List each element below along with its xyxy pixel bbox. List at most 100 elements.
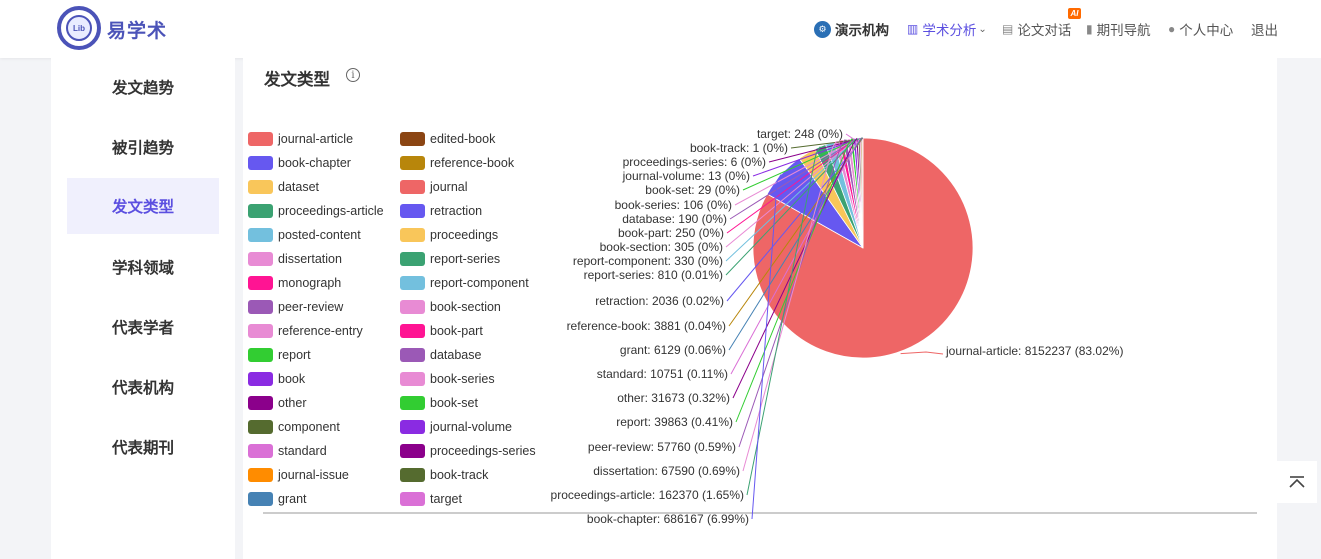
sidebar-item-representative-journals[interactable]: 代表期刊 [111, 440, 174, 457]
legend-item-journal[interactable]: journal [400, 179, 468, 195]
legend-item-book-chapter[interactable]: book-chapter [248, 155, 351, 171]
legend-item-journal-issue[interactable]: journal-issue [248, 467, 349, 483]
legend-swatch [400, 180, 425, 194]
nav-personal-center[interactable]: ● 个人中心 [1168, 0, 1233, 58]
legend-label: reference-book [430, 156, 515, 170]
legend-item-book-set[interactable]: book-set [400, 395, 478, 411]
legend-item-monograph[interactable]: monograph [248, 275, 341, 291]
legend-item-report-series[interactable]: report-series [400, 251, 500, 267]
legend-item-component[interactable]: component [248, 419, 340, 435]
sidebar-item-subject-area[interactable]: 学科领域 [111, 260, 174, 277]
legend-item-dissertation[interactable]: dissertation [248, 251, 342, 267]
legend-item-reference-book[interactable]: reference-book [400, 155, 514, 171]
legend-label: posted-content [278, 228, 361, 242]
legend-swatch [248, 324, 273, 338]
legend-item-book[interactable]: book [248, 371, 305, 387]
legend-item-grant[interactable]: grant [248, 491, 307, 507]
legend-swatch [248, 420, 273, 434]
nav-journal-navigation[interactable]: ▮ 期刊导航 [1086, 0, 1151, 58]
legend-item-book-section[interactable]: book-section [400, 299, 501, 315]
legend-item-proceedings-article[interactable]: proceedings-article [248, 203, 384, 219]
legend-label: book [278, 372, 306, 386]
legend-label: journal-article [278, 132, 354, 146]
chevron-up-icon [1289, 476, 1305, 488]
legend-label: component [278, 420, 340, 434]
legend-item-edited-book[interactable]: edited-book [400, 131, 495, 147]
legend-swatch [248, 348, 273, 362]
legend-label: peer-review [278, 300, 344, 314]
legend-item-book-series[interactable]: book-series [400, 371, 495, 387]
legend-label: book-part [430, 324, 483, 338]
legend-item-proceedings-series[interactable]: proceedings-series [400, 443, 536, 459]
sidebar-item-publication-trend[interactable]: 发文趋势 [111, 80, 174, 97]
legend-label: journal-issue [278, 468, 349, 482]
chart-icon: ▥ [907, 22, 919, 36]
legend-label: edited-book [430, 132, 496, 146]
nav-user-label: 个人中心 [1179, 23, 1234, 38]
logout-link[interactable]: 退出 [1251, 23, 1278, 38]
legend-item-book-track[interactable]: book-track [400, 467, 488, 483]
legend-item-journal-article[interactable]: journal-article [248, 131, 353, 147]
legend-label: report-series [430, 252, 501, 266]
scroll-to-top-button[interactable] [1277, 461, 1317, 503]
nav-chat-label: 论文对话 [1017, 23, 1072, 38]
legend-label: proceedings-article [278, 204, 384, 218]
sidebar-item-citation-trend[interactable]: 被引趋势 [111, 140, 174, 157]
legend-swatch [400, 252, 425, 266]
legend-item-other[interactable]: other [248, 395, 307, 411]
legend-item-posted-content[interactable]: posted-content [248, 227, 361, 243]
legend-item-peer-review[interactable]: peer-review [248, 299, 343, 315]
legend-item-report[interactable]: report [248, 347, 311, 363]
legend-swatch [248, 468, 273, 482]
legend-swatch [400, 372, 425, 386]
sidebar-item-publication-type[interactable]: 发文类型 [67, 178, 219, 234]
legend-item-standard[interactable]: standard [248, 443, 327, 459]
legend-swatch [248, 300, 273, 314]
legend-swatch [248, 180, 273, 194]
legend-label: retraction [430, 204, 483, 218]
legend-swatch [400, 156, 425, 170]
legend-swatch [400, 276, 425, 290]
legend-label: other [278, 396, 307, 410]
legend-label: book-track [430, 468, 489, 482]
legend-label: book-set [430, 396, 478, 410]
legend-item-database[interactable]: database [400, 347, 481, 363]
legend-swatch [400, 300, 425, 314]
legend-swatch [248, 156, 273, 170]
nav-demo-institution[interactable]: ⚙ 演示机构 [814, 0, 889, 58]
nav-academic-analysis[interactable]: ▥ 学术分析 ⌄ [907, 0, 987, 58]
brand-name[interactable]: 易学术 [107, 21, 168, 42]
legend-item-retraction[interactable]: retraction [400, 203, 482, 219]
legend-swatch [248, 276, 273, 290]
sidebar-item-representative-scholars[interactable]: 代表学者 [111, 320, 174, 337]
legend-label: dataset [278, 180, 320, 194]
nav-journal-label: 期刊导航 [1096, 23, 1151, 38]
sidebar-item-representative-institutions[interactable]: 代表机构 [111, 380, 174, 397]
logo[interactable]: Lib [57, 6, 101, 50]
legend-item-reference-entry[interactable]: reference-entry [248, 323, 363, 339]
legend-swatch [248, 372, 273, 386]
card-title: 发文类型 [264, 71, 330, 89]
legend-label: proceedings [430, 228, 499, 242]
legend-swatch [400, 204, 425, 218]
chart-card: 发文类型 i journal-article edited-book book-ch… [243, 58, 1277, 559]
nav-paper-chat[interactable]: ▤ 论文对话 [1002, 0, 1071, 58]
legend-label: book-chapter [278, 156, 351, 170]
legend-swatch [248, 204, 273, 218]
legend-swatch [400, 420, 425, 434]
legend-item-target[interactable]: target [400, 491, 462, 507]
info-icon[interactable]: i [346, 68, 360, 82]
legend-item-report-component[interactable]: report-component [400, 275, 529, 291]
legend-item-dataset[interactable]: dataset [248, 179, 319, 195]
legend-swatch [400, 132, 425, 146]
legend-item-book-part[interactable]: book-part [400, 323, 483, 339]
legend-item-journal-volume[interactable]: journal-volume [400, 419, 512, 435]
legend-label: book-section [430, 300, 501, 314]
nav-demo-label: 演示机构 [835, 23, 889, 38]
nav-analysis-label: 学术分析 [922, 23, 977, 38]
logo-text: Lib [66, 15, 92, 41]
top-bar: Lib 易学术 ⚙ 演示机构 ▥ 学术分析 ⌄ ▤ 论文对话 AI ▮ 期刊导航 ● 个人中… [0, 0, 1321, 58]
chevron-down-icon: ⌄ [978, 23, 987, 35]
legend-swatch [400, 348, 425, 362]
legend-item-proceedings[interactable]: proceedings [400, 227, 498, 243]
